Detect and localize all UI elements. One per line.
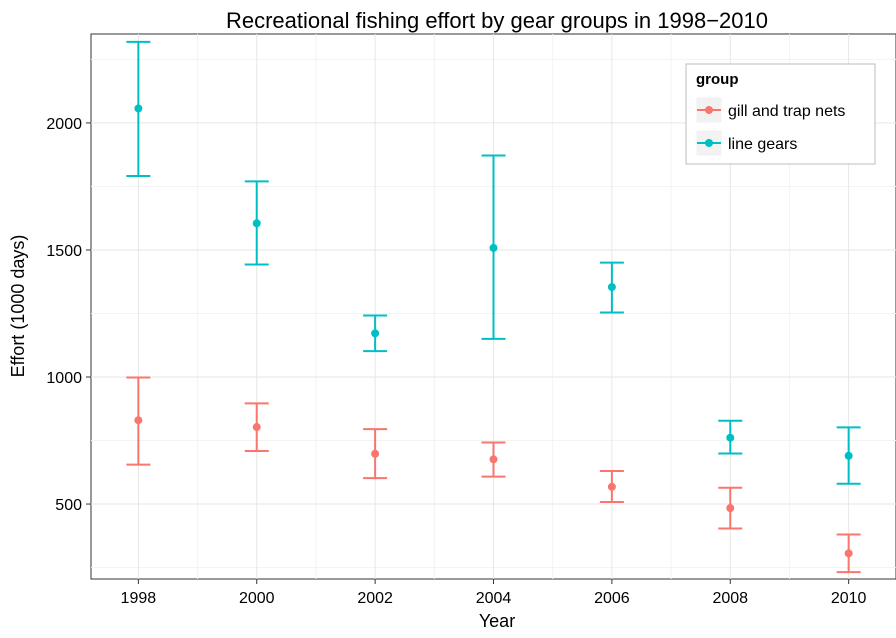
legend-title: group — [696, 71, 739, 88]
series-line-gears — [126, 40, 861, 485]
data-point — [371, 329, 380, 338]
data-point — [607, 482, 616, 491]
data-point — [489, 455, 498, 464]
data-point — [726, 433, 735, 442]
x-tick-label: 1998 — [121, 590, 157, 607]
y-tick-label: 1500 — [46, 243, 82, 260]
x-tick-label: 2010 — [831, 590, 867, 607]
legend-item: line gears — [695, 129, 797, 157]
y-tick-label: 500 — [55, 497, 82, 514]
legend-key-point — [705, 139, 713, 147]
y-axis-label: Effort (1000 days) — [8, 235, 28, 378]
series-gill-and-trap-nets — [126, 376, 861, 574]
data-point — [134, 104, 143, 113]
legend-items: gill and trap nets line gears — [695, 96, 845, 157]
data-point — [844, 451, 853, 460]
x-tick-label: 2008 — [712, 590, 748, 607]
x-tick-label: 2006 — [594, 590, 630, 607]
chart-title: Recreational fishing effort by gear grou… — [226, 8, 768, 33]
x-axis-label: Year — [479, 611, 515, 631]
data-point — [844, 549, 853, 558]
data-point — [134, 416, 143, 425]
data-point — [252, 423, 261, 432]
y-tick-label: 2000 — [46, 116, 82, 133]
data-point — [252, 219, 261, 228]
data-point — [371, 449, 380, 458]
legend-key-point — [705, 106, 713, 114]
legend-label: line gears — [728, 136, 797, 153]
legend-item: gill and trap nets — [695, 96, 845, 124]
x-tick-label: 2000 — [239, 590, 275, 607]
y-tick-label: 1000 — [46, 370, 82, 387]
data-point — [489, 243, 498, 252]
axes: 1998 2000 2002 2004 2006 2008 2010 500 1000 1500 2… — [46, 116, 866, 607]
x-tick-label: 2004 — [476, 590, 512, 607]
x-tick-label: 2002 — [357, 590, 393, 607]
data-point — [607, 283, 616, 292]
legend: group gill and trap nets line gears — [685, 63, 876, 165]
series-layer — [126, 40, 861, 574]
legend-label: gill and trap nets — [728, 103, 845, 120]
data-point — [726, 504, 735, 513]
